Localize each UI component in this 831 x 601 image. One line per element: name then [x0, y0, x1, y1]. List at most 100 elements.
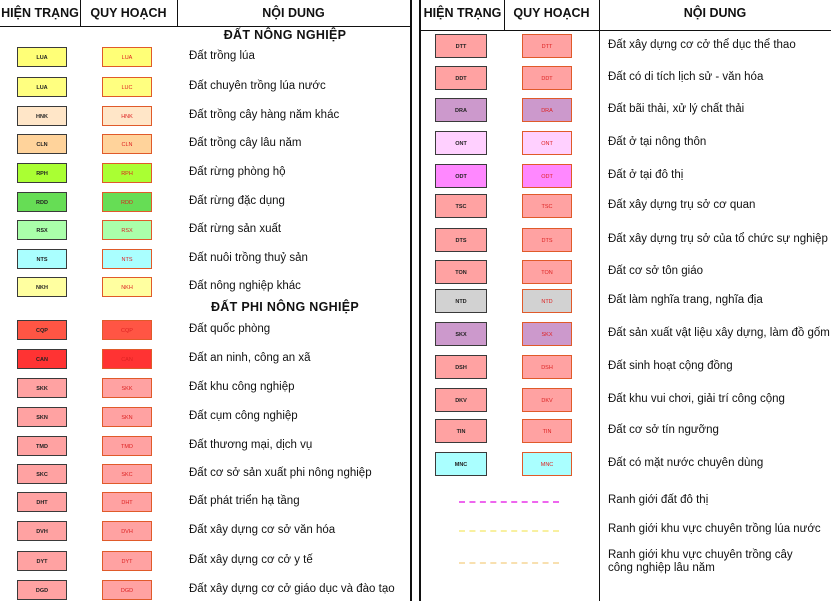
planned-swatch: TMD: [102, 436, 152, 456]
current-swatch: TON: [435, 260, 487, 284]
current-swatch: SKK: [17, 378, 67, 398]
legend-label: Đất ở tại nông thôn: [608, 136, 707, 148]
legend-label: Đất xây dựng trụ sở của tổ chức sự nghiệ…: [608, 233, 828, 245]
current-swatch: DGD: [17, 580, 67, 600]
header-content: NỘI DUNG: [262, 6, 325, 20]
planned-swatch: CAN: [102, 349, 152, 369]
planned-swatch: HNK: [102, 106, 152, 126]
planned-swatch: ODT: [522, 164, 572, 188]
legend-label: Đất sinh hoạt cộng đồng: [608, 360, 733, 372]
current-swatch: RSX: [17, 220, 67, 240]
current-swatch: DSH: [435, 355, 487, 379]
planned-swatch: DRA: [522, 98, 572, 122]
boundary-label: Ranh giới đất đô thị: [608, 494, 709, 506]
current-swatch: LUA: [17, 77, 67, 97]
planned-swatch: RSX: [102, 220, 152, 240]
header-separator: [504, 0, 505, 30]
legend-label: Đất cơ sở tôn giáo: [608, 265, 703, 277]
current-swatch: DTT: [435, 34, 487, 58]
boundary-label: Ranh giới khu vực chuyên trồng lúa nước: [608, 523, 821, 535]
header-separator: [80, 0, 81, 26]
legend-label: Đất xây dựng cơ sở văn hóa: [189, 524, 336, 536]
legend-label: Đất khu công nghiệp: [189, 381, 295, 393]
legend-label: Đất nông nghiệp khác: [189, 280, 301, 292]
legend-label: Đất an ninh, công an xã: [189, 352, 311, 364]
left-legend-panel: HIỆN TRẠNG QUY HOẠCH NỘI DUNG ĐẤT NÔNG N…: [0, 0, 412, 601]
current-swatch: NKH: [17, 277, 67, 297]
planned-swatch: DKV: [522, 388, 572, 412]
current-swatch: NTS: [17, 249, 67, 269]
planned-swatch: LUA: [102, 47, 152, 67]
boundary-line-sample: [459, 562, 559, 564]
current-swatch: MNC: [435, 452, 487, 476]
legend-label: Đất sản xuất vật liệu xây dựng, làm đồ g…: [608, 327, 830, 339]
planned-swatch: DVH: [102, 521, 152, 541]
legend-label: Đất bãi thải, xử lý chất thải: [608, 103, 745, 115]
current-swatch: ONT: [435, 131, 487, 155]
planned-swatch: CLN: [102, 134, 152, 154]
planned-swatch: MNC: [522, 452, 572, 476]
header-content: NỘI DUNG: [683, 6, 747, 20]
current-swatch: RDD: [17, 192, 67, 212]
current-swatch: DDT: [435, 66, 487, 90]
legend-label: Đất trồng cây lâu năm: [189, 137, 302, 149]
current-swatch: DKV: [435, 388, 487, 412]
planned-swatch: SKK: [102, 378, 152, 398]
planned-swatch: SKX: [522, 322, 572, 346]
planned-swatch: RDD: [102, 192, 152, 212]
current-swatch: TSC: [435, 194, 487, 218]
boundary-label: Ranh giới khu vực chuyên trồng cây công …: [608, 549, 793, 574]
planned-swatch: ONT: [522, 131, 572, 155]
legend-label: Đất có di tích lịch sử - văn hóa: [608, 71, 764, 83]
planned-swatch: DDT: [522, 66, 572, 90]
legend-label: Đất nuôi trồng thuỷ sản: [189, 252, 308, 264]
boundary-line-sample: [459, 530, 559, 532]
legend-label: Đất trồng lúa: [189, 50, 255, 62]
planned-swatch: TON: [522, 260, 572, 284]
planned-swatch: DYT: [102, 551, 152, 571]
header-planned: QUY HOẠCH: [90, 6, 167, 20]
current-swatch: LUA: [17, 47, 67, 67]
current-swatch: NTD: [435, 289, 487, 313]
planned-swatch: DSH: [522, 355, 572, 379]
header-divider: [421, 30, 831, 31]
legend-label: Đất xây dựng cơ cở thể dục thể thao: [608, 39, 796, 51]
legend-label: Đất quốc phòng: [189, 323, 271, 335]
legend-label: Đất rừng sản xuất: [189, 223, 282, 235]
legend-label: Đất ở tại đô thị: [608, 169, 684, 181]
planned-swatch: DGD: [102, 580, 152, 600]
current-swatch: CAN: [17, 349, 67, 369]
planned-swatch: TSC: [522, 194, 572, 218]
current-swatch: DVH: [17, 521, 67, 541]
content-separator: [599, 0, 600, 601]
current-swatch: SKC: [17, 464, 67, 484]
planned-swatch: SKC: [102, 464, 152, 484]
planned-swatch: DTT: [522, 34, 572, 58]
planned-swatch: CQP: [102, 320, 152, 340]
section-title-nonagri: ĐẤT PHI NÔNG NGHIỆP: [210, 300, 360, 314]
current-swatch: SKX: [435, 322, 487, 346]
planned-swatch: RPH: [102, 163, 152, 183]
legend-label: Đất thương mại, dịch vụ: [189, 439, 313, 451]
planned-swatch: NTS: [102, 249, 152, 269]
legend-label: Đất khu vui chơi, giải trí công cộng: [608, 393, 785, 405]
legend-label: Đất xây dựng trụ sở cơ quan: [608, 199, 756, 211]
current-swatch: HNK: [17, 106, 67, 126]
planned-swatch: SKN: [102, 407, 152, 427]
right-legend-panel: HIỆN TRẠNG QUY HOẠCH NỘI DUNG DTT DTT Đất …: [419, 0, 831, 601]
boundary-line-sample: [459, 501, 559, 503]
legend-label: Đất cơ sở sản xuất phi nông nghiệp: [189, 467, 372, 479]
header-divider: [0, 26, 410, 27]
planned-swatch: LUC: [102, 77, 152, 97]
current-swatch: TIN: [435, 419, 487, 443]
legend-label: Đất xây dựng cơ cở y tế: [189, 554, 313, 566]
legend-label: Đất chuyên trồng lúa nước: [189, 80, 326, 92]
legend-label: Đất rừng đặc dụng: [189, 195, 285, 207]
planned-swatch: DHT: [102, 492, 152, 512]
current-swatch: DHT: [17, 492, 67, 512]
legend-label: Đất xây dựng cơ cở giáo dục và đào tạo: [189, 583, 395, 595]
legend-label: Đất cụm công nghiệp: [189, 410, 298, 422]
planned-swatch: NTD: [522, 289, 572, 313]
current-swatch: DRA: [435, 98, 487, 122]
current-swatch: DYT: [17, 551, 67, 571]
